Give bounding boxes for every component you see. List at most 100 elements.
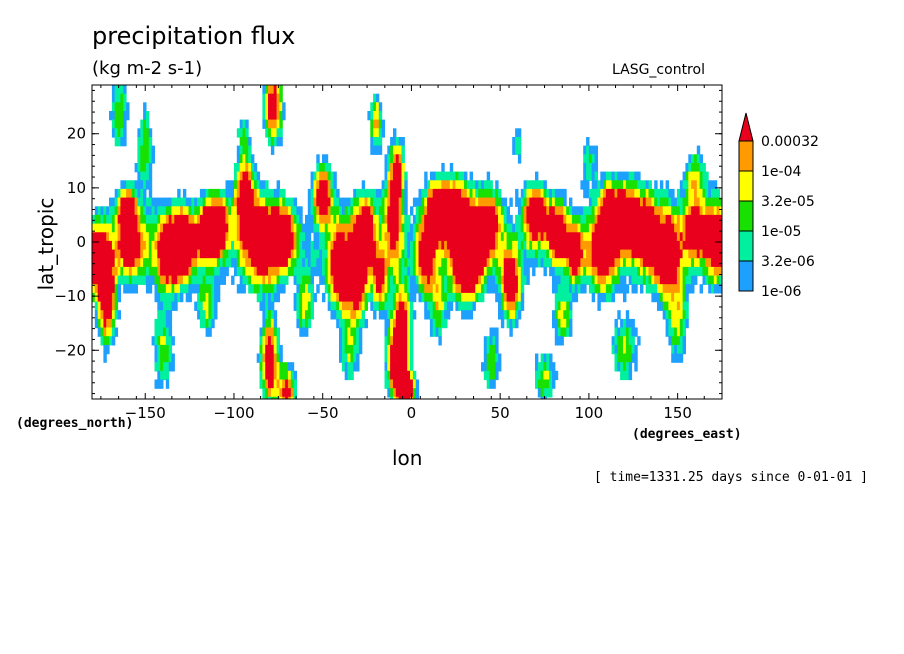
precip-cell xyxy=(461,171,465,181)
precip-cell xyxy=(310,301,314,311)
precip-cell xyxy=(350,336,354,346)
precip-cell xyxy=(160,249,164,259)
precip-cell xyxy=(651,188,655,199)
precip-cell xyxy=(111,310,116,320)
precip-cell xyxy=(242,258,246,268)
precip-cell xyxy=(290,197,295,207)
precip-cell xyxy=(236,154,241,164)
precip-cell xyxy=(711,266,715,277)
precip-cell xyxy=(319,258,323,268)
precip-cell xyxy=(305,232,309,242)
precip-cell xyxy=(305,284,309,294)
precip-cell xyxy=(384,275,388,285)
precip-cell xyxy=(270,310,275,320)
precip-cell xyxy=(97,284,102,294)
precip-cell xyxy=(679,258,684,268)
precip-cell xyxy=(441,206,445,216)
precip-cell xyxy=(407,275,411,285)
precip-cell xyxy=(588,206,593,216)
precip-cell xyxy=(197,206,201,216)
precip-cell xyxy=(140,171,144,181)
precip-cell xyxy=(171,336,175,346)
precip-cell xyxy=(330,292,334,303)
precip-cell xyxy=(455,188,459,199)
precip-cell xyxy=(287,232,292,242)
precip-cell xyxy=(174,275,178,285)
precip-cell xyxy=(341,223,346,233)
precip-cell xyxy=(370,145,374,155)
precip-cell xyxy=(651,292,655,303)
precip-cell xyxy=(171,353,175,363)
precip-cell xyxy=(503,197,508,207)
precip-cell xyxy=(637,275,641,285)
precip-cell xyxy=(256,275,261,285)
precip-cell xyxy=(424,310,428,320)
precip-cell xyxy=(356,223,360,233)
precip-cell xyxy=(682,336,686,346)
precip-cell xyxy=(617,353,621,363)
precip-cell xyxy=(699,154,703,164)
precip-cell xyxy=(600,232,604,242)
precip-cell xyxy=(662,310,667,320)
precip-cell xyxy=(165,232,170,242)
precip-cell xyxy=(370,128,374,138)
precip-cell xyxy=(216,266,221,277)
precip-cell xyxy=(100,275,104,285)
precip-cell xyxy=(103,318,107,329)
precip-cell xyxy=(262,119,266,129)
precip-cell xyxy=(421,266,425,277)
precip-cell xyxy=(126,258,130,268)
precip-cell xyxy=(648,240,652,251)
precip-cell xyxy=(123,232,127,242)
precip-cell xyxy=(515,128,519,138)
precip-cell xyxy=(191,284,195,294)
precip-cell xyxy=(381,249,385,259)
precip-cell xyxy=(370,188,374,199)
precip-cell xyxy=(251,232,255,242)
precip-cell xyxy=(160,327,164,337)
precip-cell xyxy=(586,145,590,155)
precip-cell xyxy=(327,163,332,173)
precip-cell xyxy=(373,137,377,147)
precip-cell xyxy=(554,249,559,259)
precip-cell xyxy=(517,292,522,303)
precip-cell xyxy=(625,344,630,355)
precip-cell xyxy=(370,102,374,112)
precip-cell xyxy=(211,301,215,311)
precip-cell xyxy=(702,266,706,277)
precip-cell xyxy=(520,188,525,199)
precip-cell xyxy=(452,197,456,207)
precip-cell xyxy=(557,240,562,251)
precip-cell xyxy=(483,206,488,216)
precip-cell xyxy=(358,284,363,294)
precip-cell xyxy=(253,197,258,207)
precip-cell xyxy=(358,249,363,259)
precip-cell xyxy=(106,214,110,225)
precip-cell xyxy=(123,249,127,259)
precip-cell xyxy=(225,258,229,268)
precip-cell xyxy=(668,301,672,311)
precip-cell xyxy=(469,214,473,225)
precip-cell xyxy=(268,301,272,311)
precip-cell xyxy=(316,188,320,199)
precip-cell xyxy=(180,197,184,207)
precip-cell xyxy=(313,223,317,233)
precip-cell xyxy=(387,379,391,389)
precip-cell xyxy=(407,396,411,399)
precip-cell xyxy=(478,240,482,251)
precip-cell xyxy=(444,188,448,199)
precip-cell xyxy=(344,370,349,381)
precip-cell xyxy=(608,284,613,294)
precip-cell xyxy=(583,188,587,199)
precip-cell xyxy=(364,240,368,251)
precip-cell xyxy=(535,240,539,251)
precip-cell xyxy=(554,188,559,199)
precip-cell xyxy=(648,249,652,259)
precip-cell xyxy=(503,214,508,225)
precip-cell xyxy=(645,197,650,207)
precip-cell xyxy=(214,249,218,259)
precip-cell xyxy=(469,188,473,199)
precip-cell xyxy=(705,275,709,285)
precip-cell xyxy=(432,249,437,259)
precip-cell xyxy=(532,266,536,277)
